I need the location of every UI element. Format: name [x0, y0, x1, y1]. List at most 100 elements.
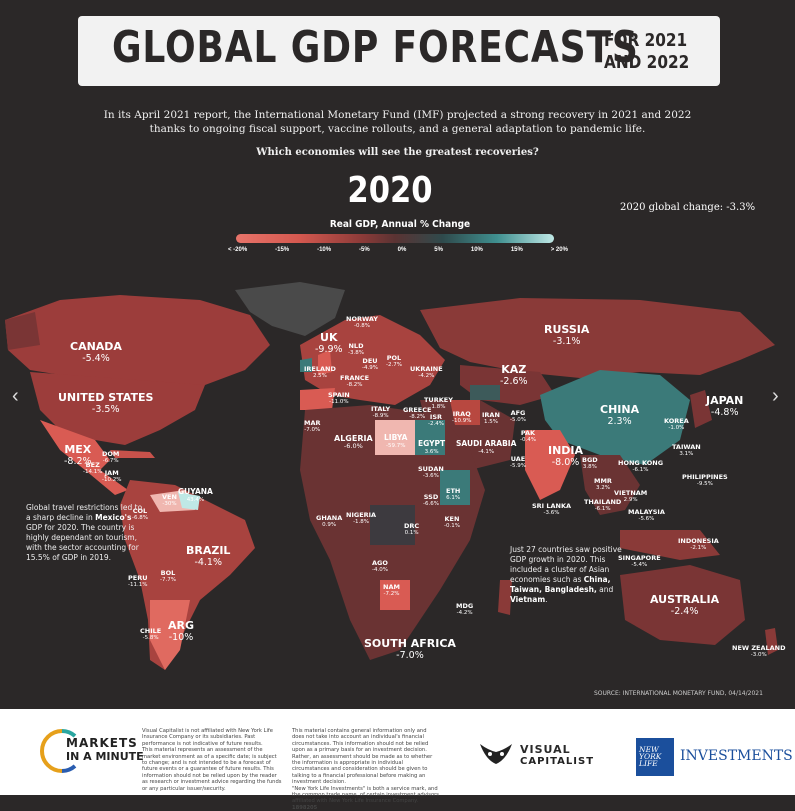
subtitle-line2: AND 2022 [604, 52, 690, 73]
scale-tick: 10% [470, 247, 483, 253]
callout-text: Global travel restrictions led to a shar… [26, 503, 143, 522]
vc-line1: VISUAL [520, 743, 571, 756]
country-label: UKRAINE -4.2% [410, 365, 443, 380]
country-label: THAILAND -6.1% [584, 498, 622, 513]
country-label: MEX -8.2% [64, 443, 92, 467]
country-label: VEN -30% [162, 493, 177, 508]
country-label: IRAQ -10.9% [452, 410, 472, 425]
disclaimer-text: Visual Capitalist is not affiliated with… [142, 728, 273, 747]
disclaimer-right: This material contains general informati… [292, 728, 440, 811]
country-label: DRC 0.1% [404, 522, 420, 537]
callout-text: GDP for 2020. The country is highly depe… [26, 523, 139, 562]
question-text: Which economies will see the greatest re… [256, 147, 539, 158]
canada-shape [5, 295, 270, 385]
page-title: GLOBAL GDP FORECASTS [112, 22, 639, 73]
country-label: JAPAN -4.8% [706, 394, 744, 418]
scale-tick: < -20% [228, 247, 248, 253]
new-york-life-logo-icon: NEW YORK LIFE [636, 738, 674, 776]
country-label: AFG -5.0% [510, 409, 526, 424]
country-label: INDIA -8.0% [548, 444, 584, 468]
country-label: SOUTH AFRICA -7.0% [364, 637, 456, 661]
mexico-callout: Global travel restrictions led to a shar… [26, 503, 146, 563]
country-label: NORWAY -0.8% [346, 315, 378, 330]
scale-tick: > 20% [550, 247, 568, 253]
alaska-shape [5, 312, 40, 350]
ethiopia-shape [440, 470, 470, 505]
scale-tick: -5% [359, 247, 370, 253]
new-zealand-shape [765, 628, 778, 655]
mm-line2: IN A MINUTE [66, 750, 144, 763]
callout-text: and [596, 585, 614, 594]
country-label: KOREA -1.0% [664, 417, 689, 432]
se-asia-shape [580, 455, 640, 515]
callout-bold: Mexico's [95, 513, 132, 522]
japan-shape [690, 390, 712, 428]
country-label: SRI LANKA -3.6% [532, 502, 572, 517]
callout-text: . [545, 595, 548, 604]
intro-text: In its April 2021 report, the Internatio… [103, 109, 692, 135]
scale-tick: 0% [397, 247, 407, 253]
country-label: HONG KONG -6.1% [618, 459, 664, 474]
country-label: POL -2.7% [386, 354, 402, 369]
usa-shape [30, 372, 205, 445]
country-label: PAK -0.4% [520, 429, 536, 444]
spain-shape [300, 388, 335, 410]
subtitle-line1: FOR 2021 [604, 30, 688, 51]
callout-text: Just 27 countries saw positive GDP growt… [510, 545, 622, 584]
country-label: KEN -0.1% [444, 515, 460, 530]
country-label: MALAYSIA -5.6% [628, 508, 665, 523]
source-note: SOURCE: INTERNATIONAL MONETARY FUND, 04/… [594, 690, 763, 697]
prev-arrow-icon[interactable]: ‹ [12, 385, 19, 407]
scale-ticks: < -20% -15% -10% -5% 0% 5% 10% 15% > 20% [228, 247, 568, 253]
libya-shape [375, 420, 415, 455]
country-label: MMR 3.2% [594, 477, 612, 492]
country-label: LIBYA -59.7% [384, 433, 408, 449]
country-label: BOL -7.7% [160, 569, 176, 584]
country-label: NEW ZEALAND -3.0% [732, 644, 786, 659]
country-label: TAIWAN 3.1% [672, 443, 701, 458]
caribbean-shape [110, 450, 155, 458]
country-label: CHINA 2.3% [600, 403, 640, 427]
drc-shape [370, 505, 415, 545]
country-label: CHILE -5.8% [140, 627, 162, 642]
ireland-shape [300, 358, 312, 372]
india-shape [525, 430, 575, 500]
country-label: SAUDI ARABIA -4.1% [456, 439, 517, 455]
mexico-shape [40, 420, 128, 495]
country-label: CANADA -5.4% [70, 340, 122, 364]
country-label: NLD -3.8% [348, 342, 364, 357]
country-label: MDG -4.2% [456, 602, 474, 617]
country-label: ALGERIA -6.0% [334, 434, 373, 451]
country-label: JAM -10.2% [102, 469, 122, 484]
country-label: AGO -4.0% [372, 559, 388, 574]
country-label: BGD 3.8% [582, 456, 598, 471]
country-label: UAE -5.9% [510, 455, 526, 470]
indonesia-shape [620, 530, 720, 560]
nyl-text: NEW YORK LIFE [639, 745, 662, 768]
greenland-shape [235, 282, 345, 336]
scale-label: Real GDP, Annual % Change [329, 219, 471, 230]
disclaimer-left: Visual Capitalist is not affiliated with… [142, 728, 282, 792]
country-label: INDONESIA -2.1% [678, 537, 719, 552]
callout-bold: Vietnam [510, 595, 546, 604]
country-label: DEU -4.9% [362, 357, 378, 372]
mm-line1: MARKETS [66, 736, 138, 750]
australia-shape [620, 565, 745, 645]
country-label: BRAZIL -4.1% [186, 544, 231, 568]
next-arrow-icon[interactable]: › [772, 385, 779, 407]
country-label: GHANA 0.9% [316, 514, 343, 529]
egypt-shape [415, 420, 445, 455]
country-label: SINGAPORE -5.4% [618, 554, 661, 569]
color-scale-bar [236, 234, 554, 243]
country-label: SSD -6.6% [423, 493, 439, 508]
country-label: TURKEY 1.8% [424, 396, 453, 411]
investments-text: INVESTMENTS [680, 748, 793, 764]
country-label: GUYANA 43.4% [178, 487, 213, 503]
visual-capitalist-text: VISUAL CAPITALIST [520, 744, 594, 768]
iran-shape [470, 385, 500, 400]
country-label: FRANCE -8.2% [340, 374, 370, 389]
country-label: RUSSIA -3.1% [544, 323, 590, 347]
scale-tick: 5% [434, 247, 443, 253]
uk-shape [318, 350, 332, 375]
country-label: IRAN 1.5% [482, 411, 500, 426]
